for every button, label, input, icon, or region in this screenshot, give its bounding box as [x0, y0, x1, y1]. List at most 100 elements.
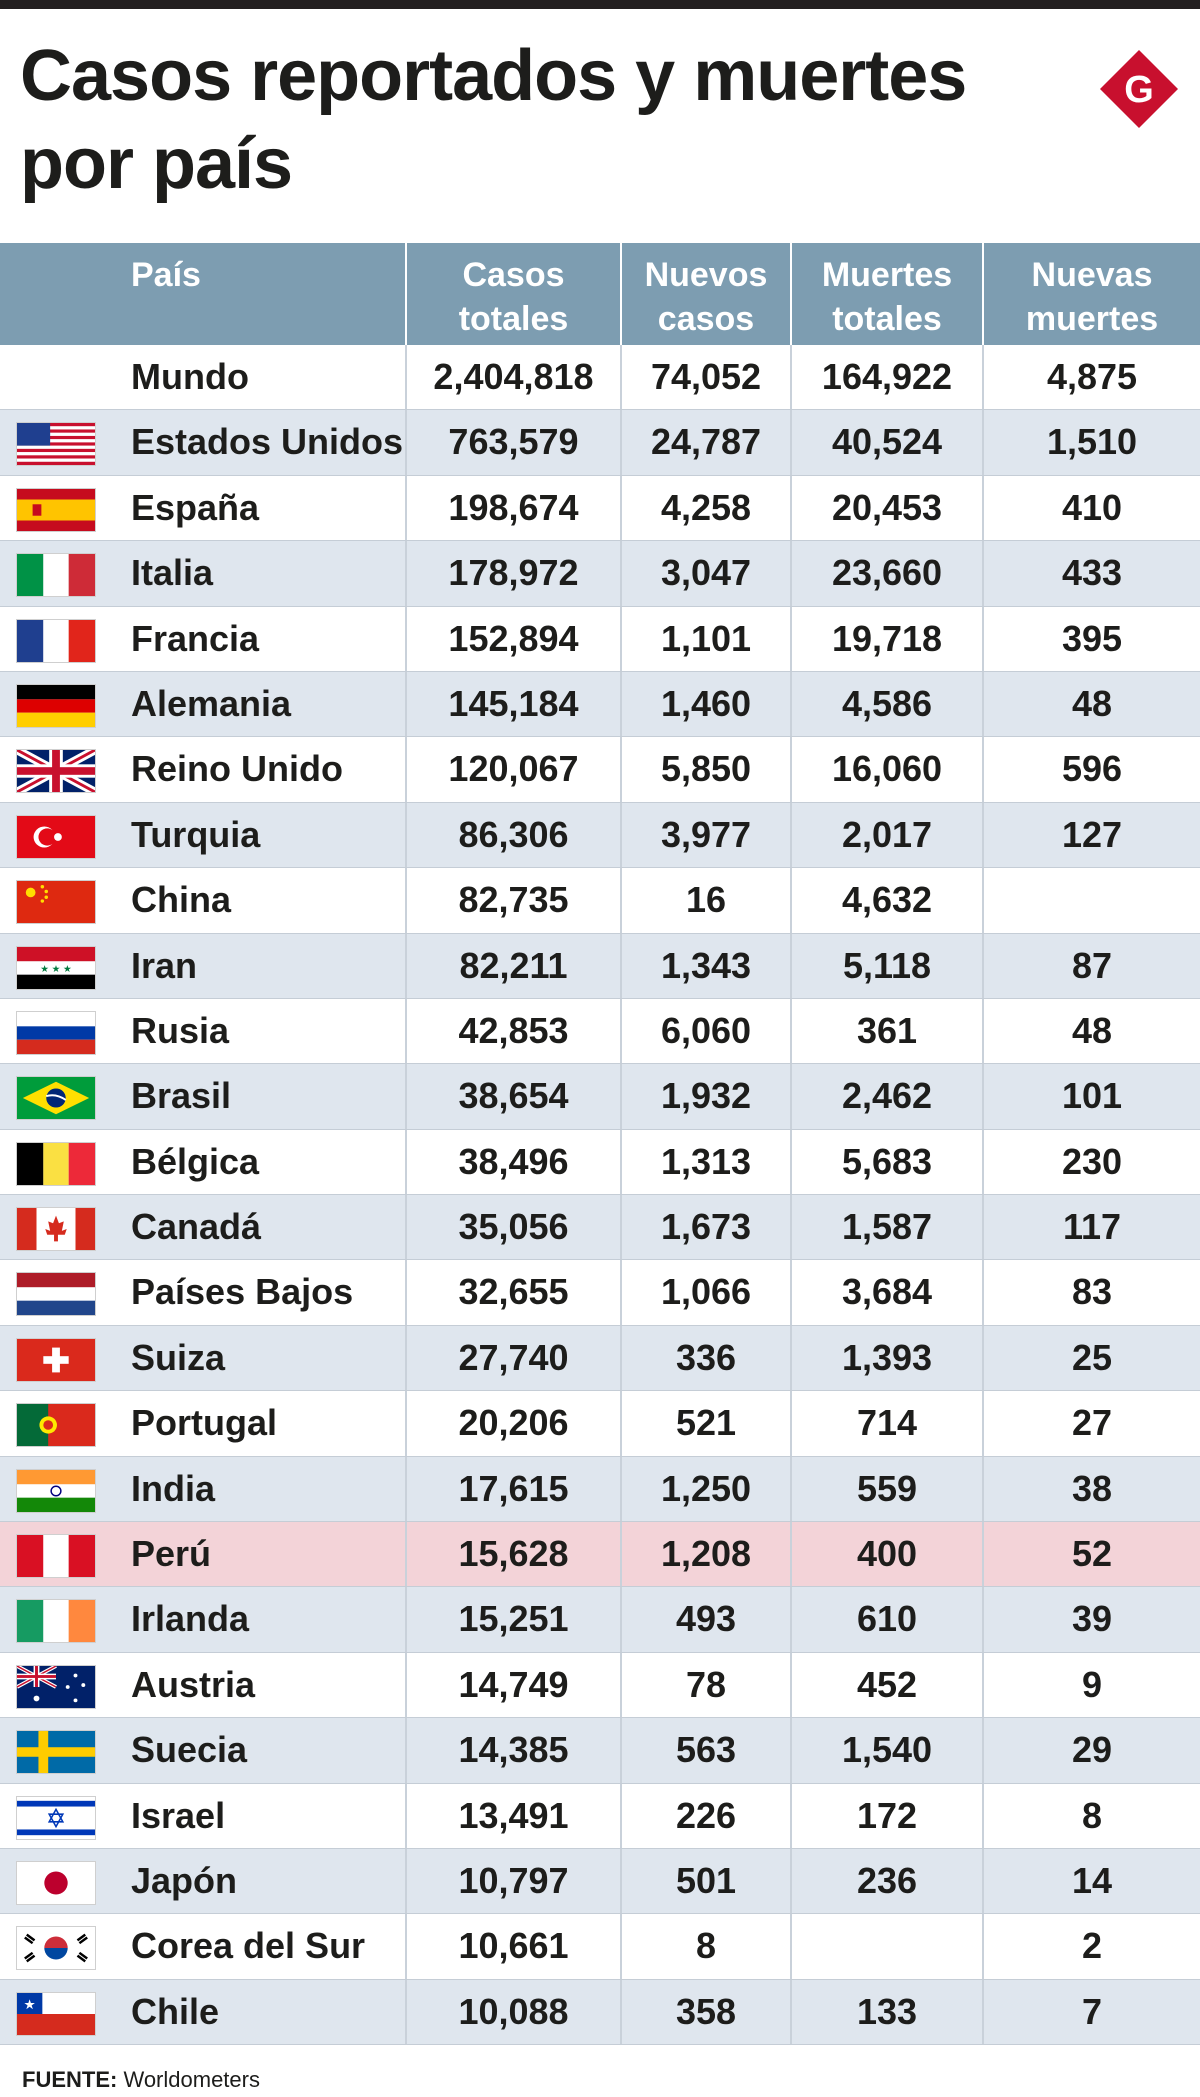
row-total-deaths-text: 714 [856, 1402, 918, 1444]
row-total-cases: 145,184 [407, 671, 622, 737]
page-title: Casos reportados y muertes por país [20, 36, 967, 204]
row-new-cases-text: 1,066 [660, 1271, 752, 1313]
row-total-deaths: 133 [792, 1979, 984, 2045]
brand-logo-icon: G [1100, 50, 1178, 128]
row-new-cases-text: 3,977 [660, 813, 752, 855]
table-row: España 198,674 4,258 20,453 410 [0, 475, 1200, 542]
table-row: Reino Unido 120,067 5,850 16,060 596 [0, 737, 1200, 803]
iran-flag-icon: ★ ★ ★ [16, 945, 96, 990]
row-country: Países Bajos [0, 1260, 407, 1325]
row-total-deaths-text: 5,118 [842, 944, 932, 986]
table-row: China 82,735 16 4,632 [0, 868, 1200, 934]
row-total-deaths: 20,453 [792, 475, 984, 541]
row-total-cases: 32,655 [407, 1260, 622, 1325]
svg-text:★: ★ [24, 1997, 36, 2012]
row-total-deaths: 4,632 [792, 868, 984, 933]
row-total-deaths-text: 5,683 [841, 1140, 933, 1182]
table-row: Italia 178,972 3,047 23,660 433 [0, 541, 1200, 607]
row-total-cases: 35,056 [407, 1195, 622, 1260]
row-total-cases: 10,088 [407, 1979, 622, 2045]
chile-flag-icon: ★ [16, 1991, 96, 2036]
row-new-cases: 1,250 [622, 1456, 792, 1522]
row-new-deaths: 127 [984, 803, 1200, 867]
row-total-cases-text: 10,797 [458, 1859, 569, 1901]
row-country: Israel [0, 1783, 407, 1848]
row-new-deaths: 433 [984, 541, 1200, 605]
row-total-deaths: 23,660 [792, 541, 984, 606]
row-country-text: Países Bajos [131, 1271, 354, 1313]
row-new-cases: 3,977 [622, 802, 792, 868]
table-row: Mundo 2,404,818 74,052 164,922 4,875 [0, 345, 1200, 411]
row-total-deaths: 610 [792, 1587, 984, 1652]
row-new-deaths-text: 83 [1071, 1271, 1113, 1313]
row-total-cases-text: 14,385 [458, 1729, 569, 1771]
row-total-deaths-text: 133 [856, 1990, 918, 2032]
row-country: Turquia [0, 802, 407, 868]
row-new-deaths: 230 [984, 1130, 1200, 1194]
row-country: Alemania [0, 671, 407, 737]
row-total-deaths: 559 [792, 1456, 984, 1522]
row-total-cases-text: 86,306 [458, 813, 569, 855]
row-total-deaths: 236 [792, 1848, 984, 1914]
table-row: Irlanda 15,251 493 610 39 [0, 1587, 1200, 1653]
row-new-cases-text: 4,258 [660, 486, 752, 528]
row-country: Suecia [0, 1718, 407, 1783]
header-total-deaths: Muertes totales [792, 243, 984, 345]
row-total-cases-text: 10,661 [458, 1925, 569, 1967]
row-total-cases-text: 20,206 [458, 1402, 569, 1444]
row-total-deaths-text: 4,632 [841, 879, 933, 921]
row-total-deaths: 1,393 [792, 1325, 984, 1391]
row-new-cases-text: 563 [675, 1729, 737, 1771]
row-country: India [0, 1456, 407, 1522]
row-country: Suiza [0, 1325, 407, 1391]
row-country-text: Suecia [131, 1729, 248, 1771]
row-new-cases-text: 1,208 [660, 1533, 752, 1575]
row-total-deaths-text: 16,060 [831, 748, 943, 790]
netherlands-flag-icon [16, 1272, 96, 1317]
row-new-deaths: 4,875 [984, 345, 1200, 409]
row-new-deaths-text: 9 [1081, 1663, 1103, 1705]
row-total-deaths: 5,683 [792, 1129, 984, 1195]
row-new-cases-text: 74,052 [650, 356, 762, 397]
row-total-cases-text: 32,655 [458, 1271, 569, 1313]
row-country-text: Italia [131, 552, 214, 594]
row-total-cases-text: 120,067 [448, 748, 579, 790]
row-country-text: Israel [131, 1794, 226, 1836]
row-new-deaths-text: 127 [1061, 813, 1123, 855]
row-new-deaths-text: 87 [1071, 944, 1113, 986]
row-new-deaths-text: 395 [1061, 617, 1123, 659]
row-new-cases-text: 78 [685, 1663, 727, 1705]
table-row: Israel 13,491 226 172 8 [0, 1783, 1200, 1849]
row-new-cases: 1,343 [622, 933, 792, 998]
row-new-cases-text: 1,250 [660, 1467, 752, 1509]
row-country-text: Corea del Sur [131, 1925, 366, 1967]
canada-flag-icon [16, 1207, 96, 1252]
row-new-cases: 24,787 [622, 410, 792, 475]
row-country: Rusia [0, 998, 407, 1064]
switzerland-flag-icon [16, 1337, 96, 1382]
row-new-cases-text: 6,060 [660, 1009, 752, 1051]
row-total-deaths: 16,060 [792, 737, 984, 802]
row-total-deaths: 714 [792, 1391, 984, 1456]
row-new-cases-text: 16 [685, 879, 727, 921]
row-new-deaths-text: 596 [1061, 748, 1123, 790]
row-country-text: Brasil [131, 1075, 232, 1117]
germany-flag-icon [16, 683, 96, 728]
table-body: Mundo 2,404,818 74,052 164,922 4,875 Estados … [0, 345, 1200, 2046]
row-total-deaths-text: 3,684 [841, 1271, 933, 1313]
row-new-deaths: 87 [984, 934, 1200, 998]
table-row: Austria 14,749 78 452 9 [0, 1652, 1200, 1719]
table-row: Canadá 35,056 1,673 1,587 117 [0, 1195, 1200, 1261]
table-row: Brasil 38,654 1,932 2,462 101 [0, 1064, 1200, 1130]
row-total-deaths: 40,524 [792, 410, 984, 475]
row-country: Bélgica [0, 1129, 407, 1195]
row-total-deaths: 172 [792, 1783, 984, 1848]
table-row: Bélgica 38,496 1,313 5,683 230 [0, 1129, 1200, 1196]
row-country-text: Francia [131, 617, 260, 659]
table-row: Turquia 86,306 3,977 2,017 127 [0, 802, 1200, 869]
row-new-deaths: 101 [984, 1064, 1200, 1128]
table-header: País Casos totales Nuevos casos Muertes … [0, 243, 1200, 345]
row-new-deaths: 38 [984, 1457, 1200, 1521]
table-row: Estados Unidos 763,579 24,787 40,524 1,510 [0, 410, 1200, 476]
row-total-cases: 20,206 [407, 1391, 622, 1456]
